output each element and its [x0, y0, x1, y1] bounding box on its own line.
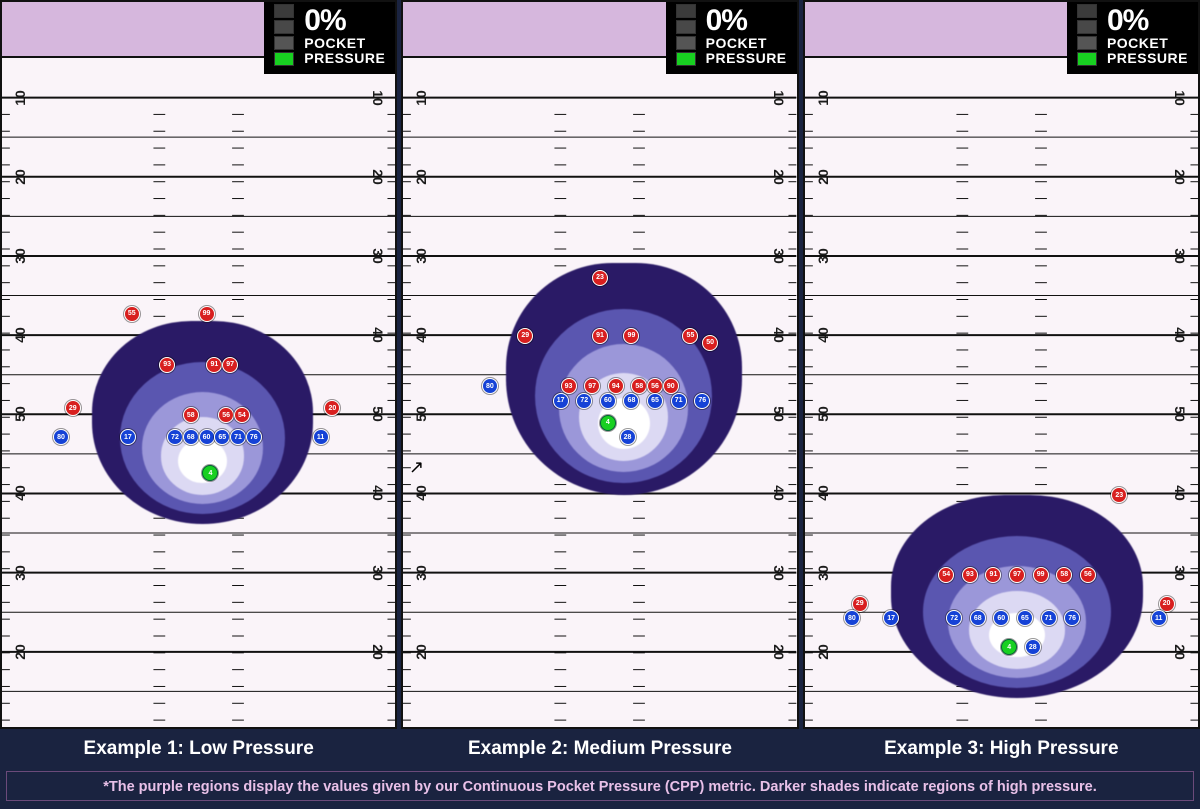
player-def: 93 [962, 567, 978, 583]
player-off: 80 [482, 378, 498, 394]
panel-caption: Example 1: Low Pressure [0, 729, 397, 769]
player-def: 97 [584, 378, 600, 394]
player-off: 28 [1025, 639, 1041, 655]
player-def: 29 [852, 596, 868, 612]
player-def: 55 [124, 306, 140, 322]
player-off: 68 [623, 393, 639, 409]
player-off: 17 [120, 429, 136, 445]
legend-swatch [1077, 4, 1097, 18]
pressure-badge: 0%POCKETPRESSURE [264, 2, 395, 74]
legend-swatch [274, 36, 294, 50]
caption-row: Example 1: Low PressureExample 2: Medium… [0, 729, 1200, 769]
pressure-percent: 0% [706, 5, 787, 37]
player-def: 50 [702, 335, 718, 351]
panels-row: 101020203030404050504040303020200%POCKET… [0, 0, 1200, 729]
player-def: 91 [206, 357, 222, 373]
player-off: 11 [313, 429, 329, 445]
legend-swatch [676, 52, 696, 66]
pressure-percent: 0% [304, 5, 385, 37]
pressure-label: POCKET [1107, 36, 1188, 51]
player-def: 55 [682, 328, 698, 344]
field-panel: 101020203030404050504040303020200%POCKET… [803, 0, 1200, 729]
player-off: 72 [946, 610, 962, 626]
player-def: 56 [218, 407, 234, 423]
legend-swatch [274, 4, 294, 18]
player-off: 65 [1017, 610, 1033, 626]
pressure-label: POCKET [706, 36, 787, 51]
legend-swatch [274, 20, 294, 34]
legend-swatch [676, 4, 696, 18]
player-def: 54 [234, 407, 250, 423]
player-off: 80 [53, 429, 69, 445]
player-def: 58 [1056, 567, 1072, 583]
player-off: 71 [671, 393, 687, 409]
player-off: 76 [246, 429, 262, 445]
player-def: 29 [517, 328, 533, 344]
player-off: 68 [183, 429, 199, 445]
player-off: 72 [576, 393, 592, 409]
player-off: 65 [214, 429, 230, 445]
player-def: 91 [592, 328, 608, 344]
player-qb: 4 [600, 415, 616, 431]
player-off: 71 [230, 429, 246, 445]
panel-caption: Example 2: Medium Pressure [401, 729, 798, 769]
player-def: 58 [183, 407, 199, 423]
player-def: 97 [222, 357, 238, 373]
field-panel: 101020203030404050504040303020200%POCKET… [0, 0, 397, 729]
legend-swatch [1077, 20, 1097, 34]
player-def: 93 [561, 378, 577, 394]
player-off: 17 [553, 393, 569, 409]
player-def: 20 [324, 400, 340, 416]
player-def: 58 [631, 378, 647, 394]
player-off: 65 [647, 393, 663, 409]
panel-caption: Example 3: High Pressure [803, 729, 1200, 769]
player-def: 99 [623, 328, 639, 344]
pressure-label: PRESSURE [304, 51, 385, 66]
player-off: 71 [1041, 610, 1057, 626]
player-def: 29 [65, 400, 81, 416]
pressure-badge: 0%POCKETPRESSURE [1067, 2, 1198, 74]
legend-swatch [1077, 36, 1097, 50]
cursor-icon: ↖ [409, 457, 424, 478]
player-off: 76 [694, 393, 710, 409]
legend-swatch [676, 20, 696, 34]
player-def: 54 [938, 567, 954, 583]
legend-swatch [1077, 52, 1097, 66]
legend-swatch [676, 36, 696, 50]
pressure-badge: 0%POCKETPRESSURE [666, 2, 797, 74]
pressure-label: PRESSURE [1107, 51, 1188, 66]
pressure-percent: 0% [1107, 5, 1188, 37]
player-off: 60 [600, 393, 616, 409]
player-def: 20 [1159, 596, 1175, 612]
player-def: 93 [159, 357, 175, 373]
pressure-label: POCKET [304, 36, 385, 51]
player-qb: 4 [202, 465, 218, 481]
player-def: 94 [608, 378, 624, 394]
player-def: 97 [1009, 567, 1025, 583]
player-off: 28 [620, 429, 636, 445]
legend-swatch [274, 52, 294, 66]
player-off: 68 [970, 610, 986, 626]
player-off: 17 [883, 610, 899, 626]
player-def: 23 [592, 270, 608, 286]
pressure-label: PRESSURE [706, 51, 787, 66]
player-off: 76 [1064, 610, 1080, 626]
footer-note: *The purple regions display the values g… [6, 771, 1194, 801]
player-off: 60 [993, 610, 1009, 626]
player-def: 91 [985, 567, 1001, 583]
field-panel: 101020203030404050504040303020200%POCKET… [401, 0, 798, 729]
player-def: 23 [1111, 487, 1127, 503]
player-def: 56 [1080, 567, 1096, 583]
player-off: 80 [844, 610, 860, 626]
player-off: 60 [199, 429, 215, 445]
player-off: 11 [1151, 610, 1167, 626]
player-def: 90 [663, 378, 679, 394]
player-off: 72 [167, 429, 183, 445]
player-def: 99 [1033, 567, 1049, 583]
player-def: 99 [199, 306, 215, 322]
player-qb: 4 [1001, 639, 1017, 655]
